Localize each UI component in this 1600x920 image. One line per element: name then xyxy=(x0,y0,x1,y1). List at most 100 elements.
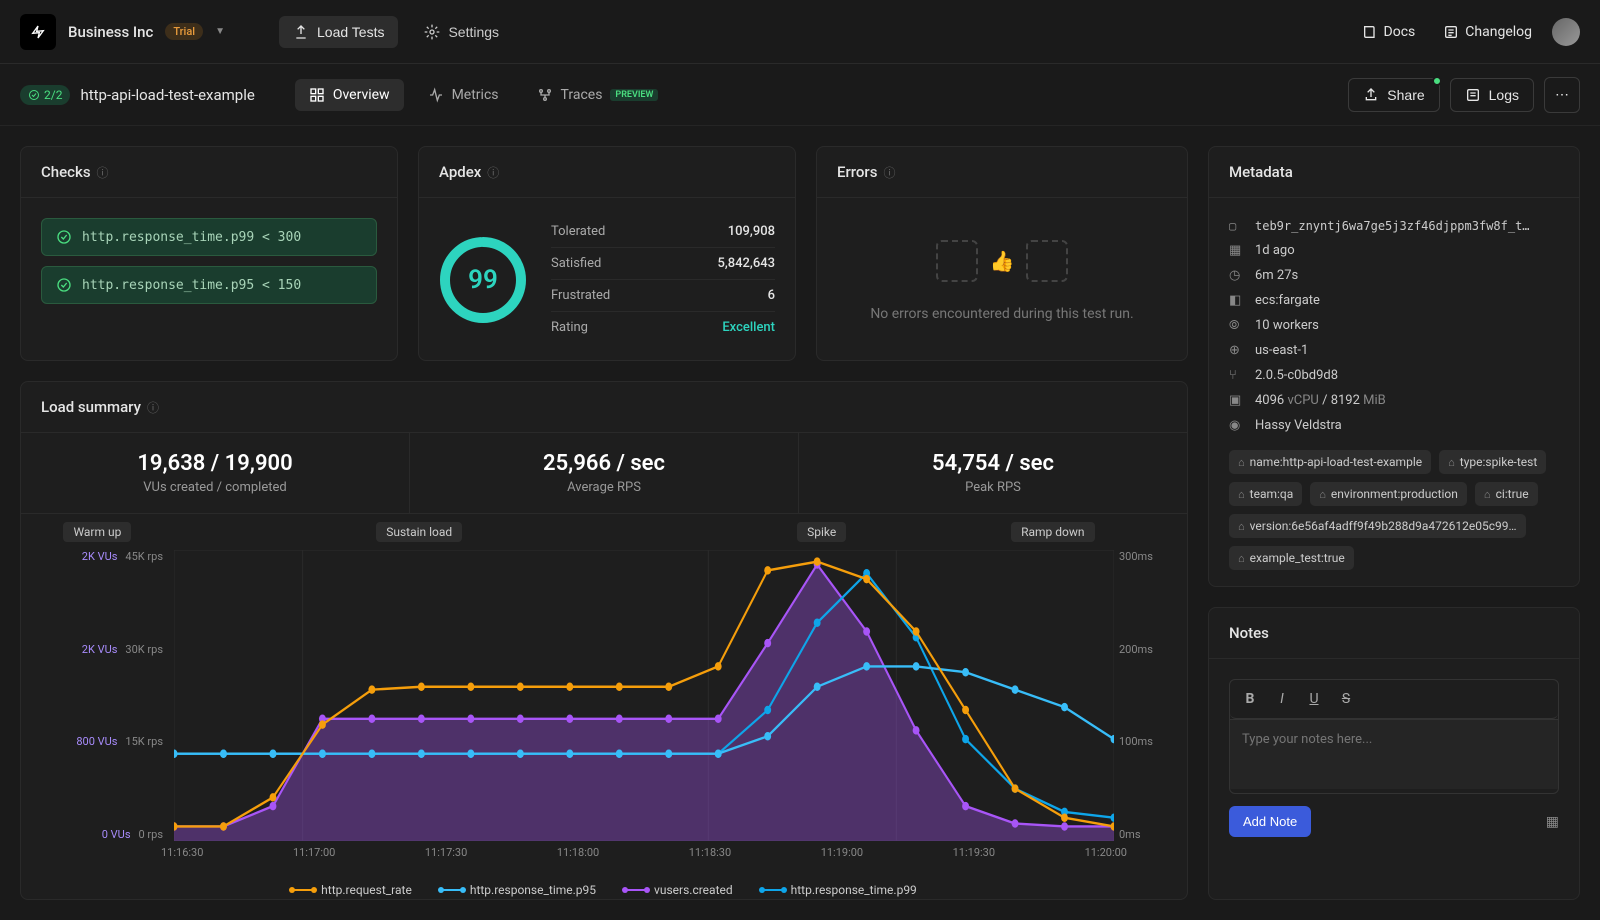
strike-button[interactable]: S xyxy=(1332,686,1360,712)
notes-header: Notes xyxy=(1209,608,1579,659)
help-icon[interactable]: ⓘ xyxy=(97,164,109,181)
meta-duration: ◷6m 27s xyxy=(1229,263,1559,288)
share-indicator-dot xyxy=(1432,76,1442,86)
apdex-score: 99 xyxy=(439,236,527,324)
meta-workers: ⦾10 workers xyxy=(1229,313,1559,338)
main-content: Checks ⓘ http.response_time.p99 < 300 ht… xyxy=(0,126,1600,920)
id-icon: ▢ xyxy=(1229,219,1245,233)
tag-icon: ⌂ xyxy=(1484,488,1491,501)
phase-label: Sustain load xyxy=(376,522,462,542)
notes-card: Notes B I U S Add Note ▦ xyxy=(1208,607,1580,900)
load-tests-button[interactable]: Load Tests xyxy=(279,16,398,48)
settings-button[interactable]: Settings xyxy=(410,16,513,48)
underline-button[interactable]: U xyxy=(1300,686,1328,712)
legend-item[interactable]: vusers.created xyxy=(624,883,733,897)
check-item[interactable]: http.response_time.p99 < 300 xyxy=(41,218,377,256)
book-icon xyxy=(1362,24,1378,40)
tag[interactable]: ⌂example_test:true xyxy=(1229,546,1354,570)
cube-icon: ◧ xyxy=(1229,293,1245,308)
legend-item[interactable]: http.response_time.p95 xyxy=(440,883,596,897)
help-icon[interactable]: ⓘ xyxy=(883,164,895,181)
nodes-icon: ⦾ xyxy=(1229,318,1245,333)
help-icon[interactable]: ⓘ xyxy=(487,164,499,181)
clock-icon: ◷ xyxy=(1229,268,1245,283)
tag[interactable]: ⌂type:spike-test xyxy=(1439,450,1546,474)
meta-time: ▦1d ago xyxy=(1229,238,1559,263)
notes-textarea[interactable] xyxy=(1230,719,1558,789)
more-button[interactable]: ⋯ xyxy=(1544,77,1580,113)
docs-link[interactable]: Docs xyxy=(1354,18,1424,46)
notes-toolbar: B I U S xyxy=(1230,680,1558,719)
upload-icon xyxy=(293,24,309,40)
changelog-link[interactable]: Changelog xyxy=(1435,18,1540,46)
org-name[interactable]: Business Inc xyxy=(68,23,153,41)
apdex-header: Apdex ⓘ xyxy=(419,147,795,198)
summary-stats: 19,638 / 19,900 VUs created / completed … xyxy=(21,433,1187,514)
logs-icon xyxy=(1465,87,1481,103)
user-avatar[interactable] xyxy=(1552,18,1580,46)
tab-metrics[interactable]: Metrics xyxy=(414,79,513,111)
tag-icon: ⌂ xyxy=(1238,552,1245,565)
y-axis-left: 2K VUs45K rps 2K VUs30K rps 800 VUs15K r… xyxy=(39,550,169,841)
errors-card: Errors ⓘ 👍 No errors encountered during … xyxy=(816,146,1188,361)
add-note-button[interactable]: Add Note xyxy=(1229,806,1311,837)
load-chart xyxy=(174,550,1114,841)
thumbs-up-icon: 👍 xyxy=(990,249,1015,273)
check-circle-icon xyxy=(56,277,72,293)
test-subheader: 2/2 http-api-load-test-example Overview … xyxy=(0,64,1600,126)
attach-icon[interactable]: ▦ xyxy=(1546,814,1559,830)
checks-header: Checks ⓘ xyxy=(21,147,397,198)
branch-icon: ⑂ xyxy=(1229,368,1245,383)
tag-icon: ⌂ xyxy=(1448,456,1455,469)
legend-item[interactable]: http.request_rate xyxy=(291,883,412,897)
trial-badge: Trial xyxy=(165,23,203,40)
list-icon xyxy=(1443,24,1459,40)
calendar-icon: ▦ xyxy=(1229,243,1245,258)
phase-label: Spike xyxy=(797,522,846,542)
apdex-card: Apdex ⓘ 99 Tolerated109,908 Satisfied5,8… xyxy=(418,146,796,361)
italic-button[interactable]: I xyxy=(1268,686,1296,712)
chevron-down-icon[interactable]: ▼ xyxy=(215,26,225,37)
stat-peak-rps: 54,754 / sec Peak RPS xyxy=(799,433,1187,513)
tab-traces[interactable]: Traces PREVIEW xyxy=(523,79,673,111)
cpu-icon: ▣ xyxy=(1229,393,1245,408)
dots-icon: ⋯ xyxy=(1555,87,1569,103)
pulse-icon xyxy=(428,87,444,103)
meta-resources: ▣ 4096 vCPU / 8192 MiB xyxy=(1229,388,1559,413)
stat-avg-rps: 25,966 / sec Average RPS xyxy=(410,433,799,513)
phase-label: Warm up xyxy=(63,522,131,542)
check-item[interactable]: http.response_time.p95 < 150 xyxy=(41,266,377,304)
apdex-table: Tolerated109,908 Satisfied5,842,643 Frus… xyxy=(551,216,775,343)
meta-id: ▢teb9r_znyntj6wa7ge5j3zf46djppm3fw8f_t… xyxy=(1229,214,1559,238)
check-circle-icon xyxy=(28,89,40,101)
tag[interactable]: ⌂ci:true xyxy=(1475,482,1538,506)
share-button[interactable]: Share xyxy=(1348,78,1439,112)
bold-button[interactable]: B xyxy=(1236,686,1264,712)
meta-version: ⑂2.0.5-c0bd9d8 xyxy=(1229,363,1559,388)
meta-user: ◉Hassy Veldstra xyxy=(1229,413,1559,438)
tag[interactable]: ⌂name:http-api-load-test-example xyxy=(1229,450,1431,474)
app-logo[interactable] xyxy=(20,14,56,50)
tag[interactable]: ⌂version:6e56af4adff9f49b288d9a472612e05… xyxy=(1229,514,1526,538)
logs-button[interactable]: Logs xyxy=(1450,78,1534,112)
tag[interactable]: ⌂environment:production xyxy=(1310,482,1467,506)
tab-overview[interactable]: Overview xyxy=(295,79,404,111)
errors-illustration: 👍 xyxy=(922,236,1082,286)
help-icon[interactable]: ⓘ xyxy=(147,399,159,416)
errors-header: Errors ⓘ xyxy=(817,147,1187,198)
apdex-ring: 99 xyxy=(439,236,527,324)
notes-editor: B I U S xyxy=(1229,679,1559,794)
meta-region: ⊕us-east-1 xyxy=(1229,338,1559,363)
grid-icon xyxy=(309,87,325,103)
load-summary-header: Load summary ⓘ xyxy=(21,382,1187,433)
legend-item[interactable]: http.response_time.p99 xyxy=(761,883,917,897)
metadata-card: Metadata ▢teb9r_znyntj6wa7ge5j3zf46djppm… xyxy=(1208,146,1580,587)
phase-label: Ramp down xyxy=(1011,522,1094,542)
status-pill: 2/2 xyxy=(20,85,70,105)
preview-badge: PREVIEW xyxy=(610,89,658,101)
checks-card: Checks ⓘ http.response_time.p99 < 300 ht… xyxy=(20,146,398,361)
tag-icon: ⌂ xyxy=(1238,520,1245,533)
tag[interactable]: ⌂team:qa xyxy=(1229,482,1302,506)
tag-icon: ⌂ xyxy=(1238,456,1245,469)
share-icon xyxy=(1363,87,1379,103)
